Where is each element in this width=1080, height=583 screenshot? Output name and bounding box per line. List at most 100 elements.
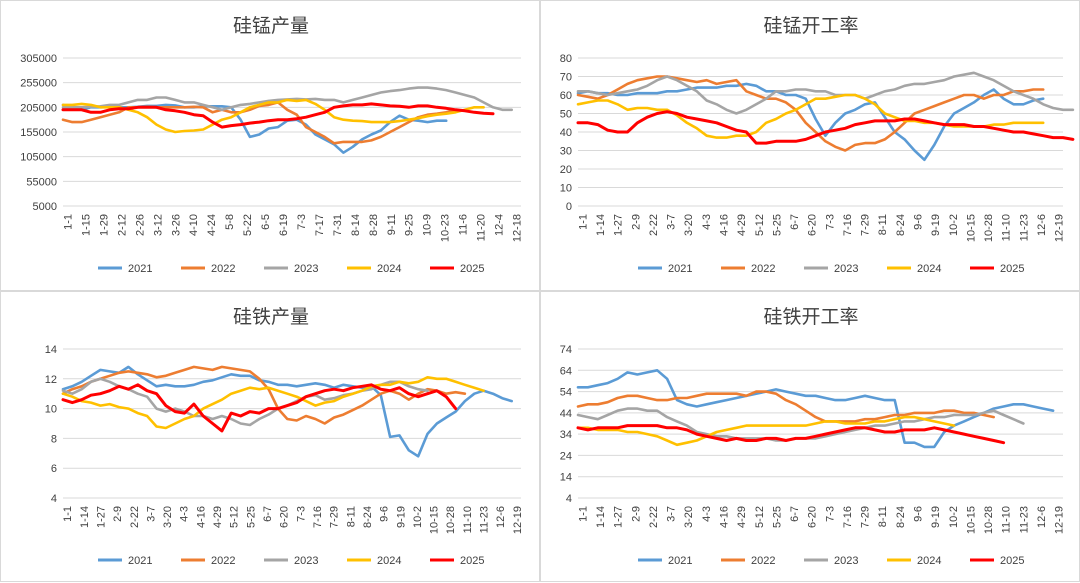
x-tick-label: 5-22 [242,214,254,236]
y-tick-label: 305000 [20,53,57,65]
x-tick-label: 4-3 [179,506,191,522]
x-tick-label: 5-25 [771,506,783,528]
y-tick-label: 4 [566,493,572,505]
x-tick-label: 7-29 [329,506,341,528]
series-line-2025 [61,102,495,129]
x-tick-label: 2-9 [112,506,124,522]
x-tick-label: 9-6 [913,506,925,522]
legend-label: 2025 [460,555,484,567]
legend-label: 2021 [668,555,692,567]
series-line-2022 [576,75,1045,152]
x-tick-label: 11-10 [1001,506,1013,533]
y-tick-label: 105000 [20,152,57,164]
y-tick-label: 14 [560,472,572,484]
y-tick-label: 255000 [20,78,57,90]
x-tick-label: 4-29 [736,214,748,236]
x-tick-label: 1-15 [80,214,92,236]
x-tick-label: 2-22 [129,506,141,528]
x-tick-label: 6-7 [789,506,801,522]
chart-title: 硅锰产量 [233,15,309,37]
legend-label: 2024 [917,555,941,567]
y-tick-label: 70 [560,72,572,84]
x-tick-label: 8-24 [895,214,907,236]
legend-label: 2023 [294,555,318,567]
y-tick-label: 10 [45,404,57,416]
x-tick-label: 4-16 [719,506,731,528]
y-tick-label: 74 [560,344,572,356]
legend-label: 2022 [211,555,235,567]
x-tick-label: 7-3 [824,506,836,522]
x-tick-label: 10-15 [965,214,977,242]
x-tick-label: 7-3 [296,214,308,230]
x-tick-label: 4-24 [206,214,218,236]
x-tick-label: 3-26 [170,214,182,236]
x-tick-label: 4-3 [701,214,713,230]
x-tick-label: 3-7 [666,214,678,230]
y-tick-label: 34 [560,429,572,441]
x-tick-label: 4-16 [195,506,207,528]
x-tick-label: 10-2 [948,506,960,528]
x-tick-label: 1-1 [62,214,74,230]
x-tick-label: 11-23 [479,506,491,533]
x-tick-label: 3-7 [666,506,678,522]
chart-title: 硅铁开工率 [763,306,858,328]
x-tick-label: 1-1 [62,506,74,522]
x-tick-label: 12-6 [495,506,507,528]
x-tick-label: 2-22 [648,214,660,236]
chart-panel-fesi-operating-rate: 硅铁开工率 4 14 24 34 44 54 64 74 1-1 1-14 1-27 2-9 2-22 3-… [540,291,1080,582]
series-line-2021 [576,369,1055,449]
y-tick-label: 5000 [33,201,57,213]
x-tick-label: 6-5 [260,214,272,230]
x-tick-label: 10-2 [948,214,960,236]
y-tick-label: 4 [51,493,57,505]
x-tick-label: 2-9 [630,506,642,522]
x-tick-label: 11-10 [1001,214,1013,241]
x-tick-label: 6-20 [279,506,291,528]
x-tick-label: 10-23 [440,214,452,242]
x-tick-label: 11-10 [462,506,474,533]
x-tick-label: 1-1 [577,506,589,522]
legend-label: 2023 [294,263,318,275]
x-tick-label: 5-25 [245,506,257,528]
legend-label: 2024 [377,263,401,275]
x-tick-label: 10-28 [983,214,995,242]
x-tick-label: 3-12 [152,214,164,236]
y-tick-label: 40 [560,127,572,139]
y-tick-label: 44 [560,408,572,420]
chart-svg: 硅锰产量 5000 55000 105000 155000 205000 255000 305… [20,15,523,275]
y-tick-label: 64 [560,365,572,377]
x-tick-label: 6-20 [807,506,819,528]
x-tick-label: 12-19 [1054,506,1066,534]
legend-label: 2023 [834,555,858,567]
x-tick-label: 12-19 [1054,214,1066,242]
x-tick-label: 3-20 [683,506,695,528]
y-tick-label: 8 [51,433,57,445]
series-line-2021 [61,365,514,458]
x-tick-label: 7-16 [842,506,854,528]
x-tick-label: 7-16 [312,506,324,528]
series-line-2024 [576,93,1045,139]
x-tick-label: 9-19 [930,506,942,528]
x-tick-label: 9-11 [386,214,398,235]
x-tick-label: 5-12 [754,214,766,236]
x-tick-label: 4-29 [212,506,224,528]
x-tick-label: 12-6 [1036,506,1048,528]
x-tick-label: 11-23 [1018,506,1030,533]
legend-label: 2024 [917,263,941,275]
series-line-2023 [576,71,1075,115]
x-tick-label: 5-12 [754,506,766,528]
legend-label: 2024 [377,555,401,567]
x-tick-label: 1-27 [613,506,625,528]
chart-svg: 硅铁产量 4 6 8 10 12 14 1-1 1-14 1-27 2-9 2-22 3-7 3-20 4-… [45,306,524,567]
x-tick-label: 7-3 [295,506,307,522]
x-tick-label: 7-16 [842,214,854,236]
x-tick-label: 9-19 [395,506,407,528]
x-tick-label: 3-20 [683,214,695,236]
x-tick-label: 6-7 [789,214,801,230]
x-tick-label: 3-7 [145,506,157,522]
x-tick-label: 9-6 [913,214,925,230]
x-tick-label: 2-22 [648,506,660,528]
x-tick-label: 7-31 [332,214,344,236]
x-tick-label: 1-27 [95,506,107,528]
x-tick-label: 10-9 [422,214,434,236]
